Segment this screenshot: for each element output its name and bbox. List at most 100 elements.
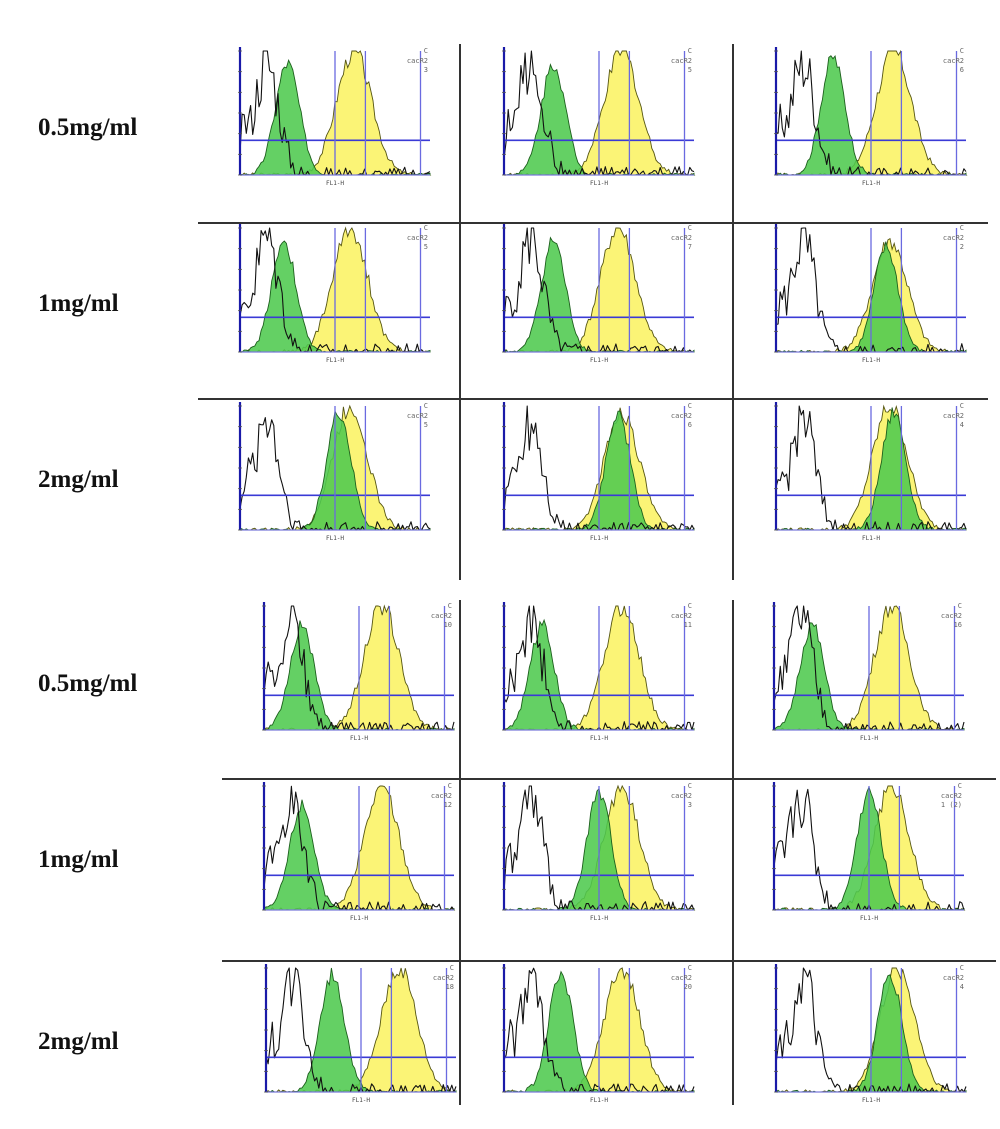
corner-label-low: 6	[688, 421, 692, 429]
x-axis-title: FL1-H	[326, 357, 344, 364]
corner-label-low: 2	[960, 243, 964, 251]
row-label-4: 0.5mg/ml	[38, 670, 138, 697]
separator-v-1	[459, 44, 461, 580]
corner-label-top: C	[688, 47, 692, 55]
corner-label-low: 6	[960, 66, 964, 74]
corner-label-top: C	[960, 47, 964, 55]
corner-label-mid: cacR2	[407, 234, 428, 242]
corner-label-top: C	[688, 402, 692, 410]
corner-label-top: C	[424, 402, 428, 410]
x-axis-title: FL1-H	[590, 180, 608, 187]
corner-label-mid: cacR2	[433, 974, 454, 982]
x-axis-title: FL1-H	[590, 1097, 608, 1104]
corner-label-mid: cacR2	[941, 792, 962, 800]
corner-label-top: C	[424, 224, 428, 232]
corner-label-mid: cacR2	[671, 792, 692, 800]
x-axis-title: FL1-H	[326, 535, 344, 542]
x-axis-title: FL1-H	[862, 357, 880, 364]
corner-label-mid: cacR2	[943, 412, 964, 420]
separator-h-1	[198, 222, 988, 224]
x-axis-title: FL1-H	[862, 1097, 880, 1104]
row-label-5: 1mg/ml	[38, 846, 119, 873]
corner-label-low: 10	[444, 621, 452, 629]
row-label-3: 2mg/ml	[38, 466, 119, 493]
x-axis-title: FL1-H	[590, 357, 608, 364]
x-axis-title: FL1-H	[862, 535, 880, 542]
corner-label-top: C	[958, 602, 962, 610]
corner-label-top: C	[688, 782, 692, 790]
corner-label-low: 5	[688, 66, 692, 74]
corner-label-top: C	[688, 602, 692, 610]
corner-label-low: 4	[960, 421, 964, 429]
separator-h-3	[222, 778, 996, 780]
green-histogram	[265, 967, 457, 1093]
separator-v-2	[732, 44, 734, 580]
row-label-6: 2mg/ml	[38, 1028, 119, 1055]
corner-label-top: C	[960, 224, 964, 232]
corner-label-mid: cacR2	[943, 234, 964, 242]
x-axis-title: FL1-H	[590, 535, 608, 542]
corner-label-low: 16	[954, 621, 962, 629]
corner-label-mid: cacR2	[941, 612, 962, 620]
corner-label-mid: cacR2	[943, 974, 964, 982]
corner-label-low: 3	[688, 801, 692, 809]
x-axis-title: FL1-H	[350, 735, 368, 742]
corner-label-low: 5	[424, 421, 428, 429]
corner-label-low: 12	[444, 801, 452, 809]
corner-label-mid: cacR2	[431, 612, 452, 620]
separator-h-2	[198, 398, 988, 400]
corner-label-top: C	[448, 782, 452, 790]
corner-label-low: 4	[960, 983, 964, 991]
x-axis-title: FL1-H	[862, 180, 880, 187]
corner-label-top: C	[424, 47, 428, 55]
corner-label-top: C	[960, 964, 964, 972]
separator-v-4	[732, 600, 734, 1105]
corner-label-low: 3	[424, 66, 428, 74]
row-label-1: 0.5mg/ml	[38, 114, 138, 141]
corner-label-mid: cacR2	[943, 57, 964, 65]
x-axis-title: FL1-H	[860, 915, 878, 922]
corner-label-top: C	[448, 602, 452, 610]
row-label-2: 1mg/ml	[38, 290, 119, 317]
corner-label-low: 1 (2)	[941, 801, 962, 809]
corner-label-mid: cacR2	[407, 57, 428, 65]
x-axis-title: FL1-H	[860, 735, 878, 742]
corner-label-top: C	[688, 964, 692, 972]
corner-label-mid: cacR2	[407, 412, 428, 420]
corner-label-mid: cacR2	[671, 974, 692, 982]
corner-label-low: 7	[688, 243, 692, 251]
corner-label-mid: cacR2	[671, 57, 692, 65]
corner-label-top: C	[960, 402, 964, 410]
x-axis-title: FL1-H	[352, 1097, 370, 1104]
x-axis-title: FL1-H	[590, 735, 608, 742]
corner-label-low: 11	[684, 621, 692, 629]
separator-h-4	[222, 960, 996, 962]
x-axis-title: FL1-H	[590, 915, 608, 922]
corner-label-top: C	[688, 224, 692, 232]
corner-label-mid: cacR2	[671, 234, 692, 242]
separator-v-3	[459, 600, 461, 1105]
x-axis-title: FL1-H	[350, 915, 368, 922]
corner-label-low: 5	[424, 243, 428, 251]
corner-label-low: 20	[684, 983, 692, 991]
corner-label-mid: cacR2	[671, 612, 692, 620]
x-axis-title: FL1-H	[326, 180, 344, 187]
corner-label-top: C	[450, 964, 454, 972]
corner-label-low: 18	[446, 983, 454, 991]
